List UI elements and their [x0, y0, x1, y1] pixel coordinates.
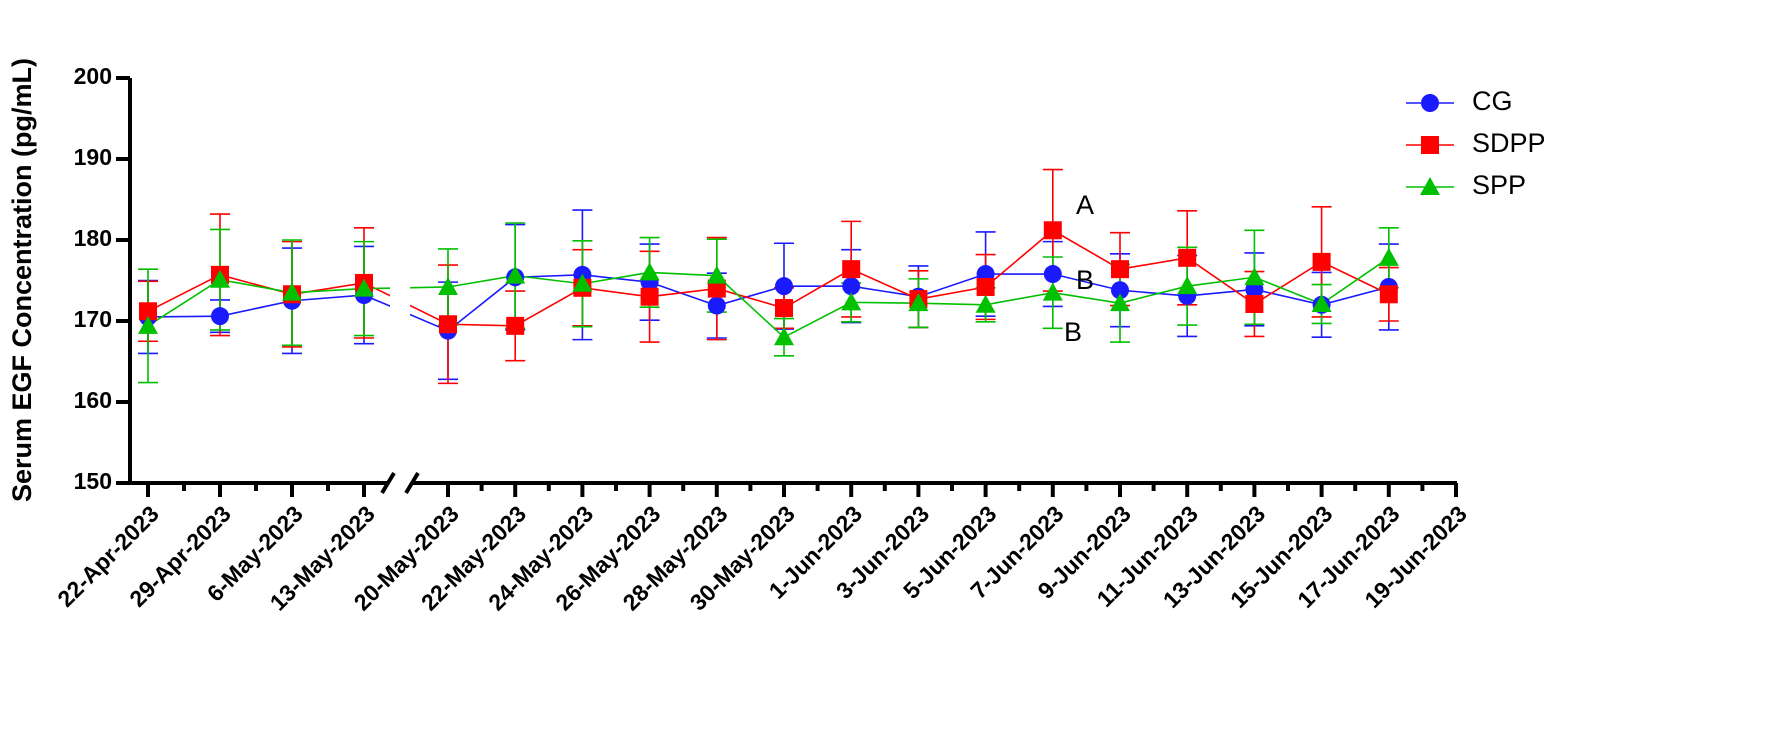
marker [1177, 276, 1198, 295]
marker [282, 282, 302, 301]
marker [976, 277, 995, 296]
marker [1420, 177, 1440, 195]
marker [707, 279, 726, 298]
y-tick-label: 190 [74, 144, 112, 170]
marker [506, 316, 525, 335]
marker [842, 277, 861, 296]
marker [1244, 267, 1265, 286]
marker [1311, 293, 1332, 312]
marker [572, 273, 593, 292]
marker [841, 292, 862, 311]
marker [1245, 294, 1264, 313]
marker [211, 307, 229, 326]
y-tick-label: 180 [74, 225, 112, 251]
marker [1043, 265, 1062, 284]
marker [1421, 94, 1439, 112]
marker [639, 262, 660, 281]
legend-label: SDPP [1472, 128, 1546, 158]
marker [439, 315, 457, 334]
marker [975, 294, 996, 313]
marker [774, 327, 794, 346]
marker [1043, 221, 1062, 240]
series-line [147, 229, 1390, 327]
marker [210, 269, 230, 288]
annotation: B [1076, 265, 1094, 295]
marker [908, 293, 929, 312]
break-mark [380, 471, 396, 495]
annotation: A [1076, 190, 1094, 220]
marker [1421, 136, 1439, 154]
y-tick-label: 200 [74, 63, 112, 89]
marker [1312, 252, 1331, 271]
marker [842, 260, 861, 279]
marker [1378, 247, 1399, 266]
marker [707, 296, 726, 315]
marker [1178, 248, 1197, 267]
marker [138, 315, 158, 334]
annotation: B [1064, 317, 1082, 347]
marker [1042, 282, 1063, 301]
marker [640, 287, 659, 306]
break-mark [404, 471, 420, 495]
y-tick-label: 170 [74, 306, 112, 332]
marker [1379, 285, 1398, 304]
marker [1110, 293, 1130, 312]
marker [775, 299, 793, 318]
y-axis-label: Serum EGF Concentration (pg/mL) [7, 58, 37, 502]
y-tick-label: 150 [74, 468, 112, 494]
marker [139, 302, 157, 321]
marker [706, 265, 727, 284]
axis-break [390, 78, 410, 503]
marker [775, 277, 793, 296]
marker [438, 276, 458, 295]
marker [1111, 281, 1129, 300]
marker [1111, 260, 1129, 279]
marker [354, 278, 374, 297]
marker [505, 265, 526, 284]
y-tick-label: 160 [74, 387, 112, 413]
legend-label: CG [1472, 86, 1513, 116]
legend-label: SPP [1472, 170, 1526, 200]
